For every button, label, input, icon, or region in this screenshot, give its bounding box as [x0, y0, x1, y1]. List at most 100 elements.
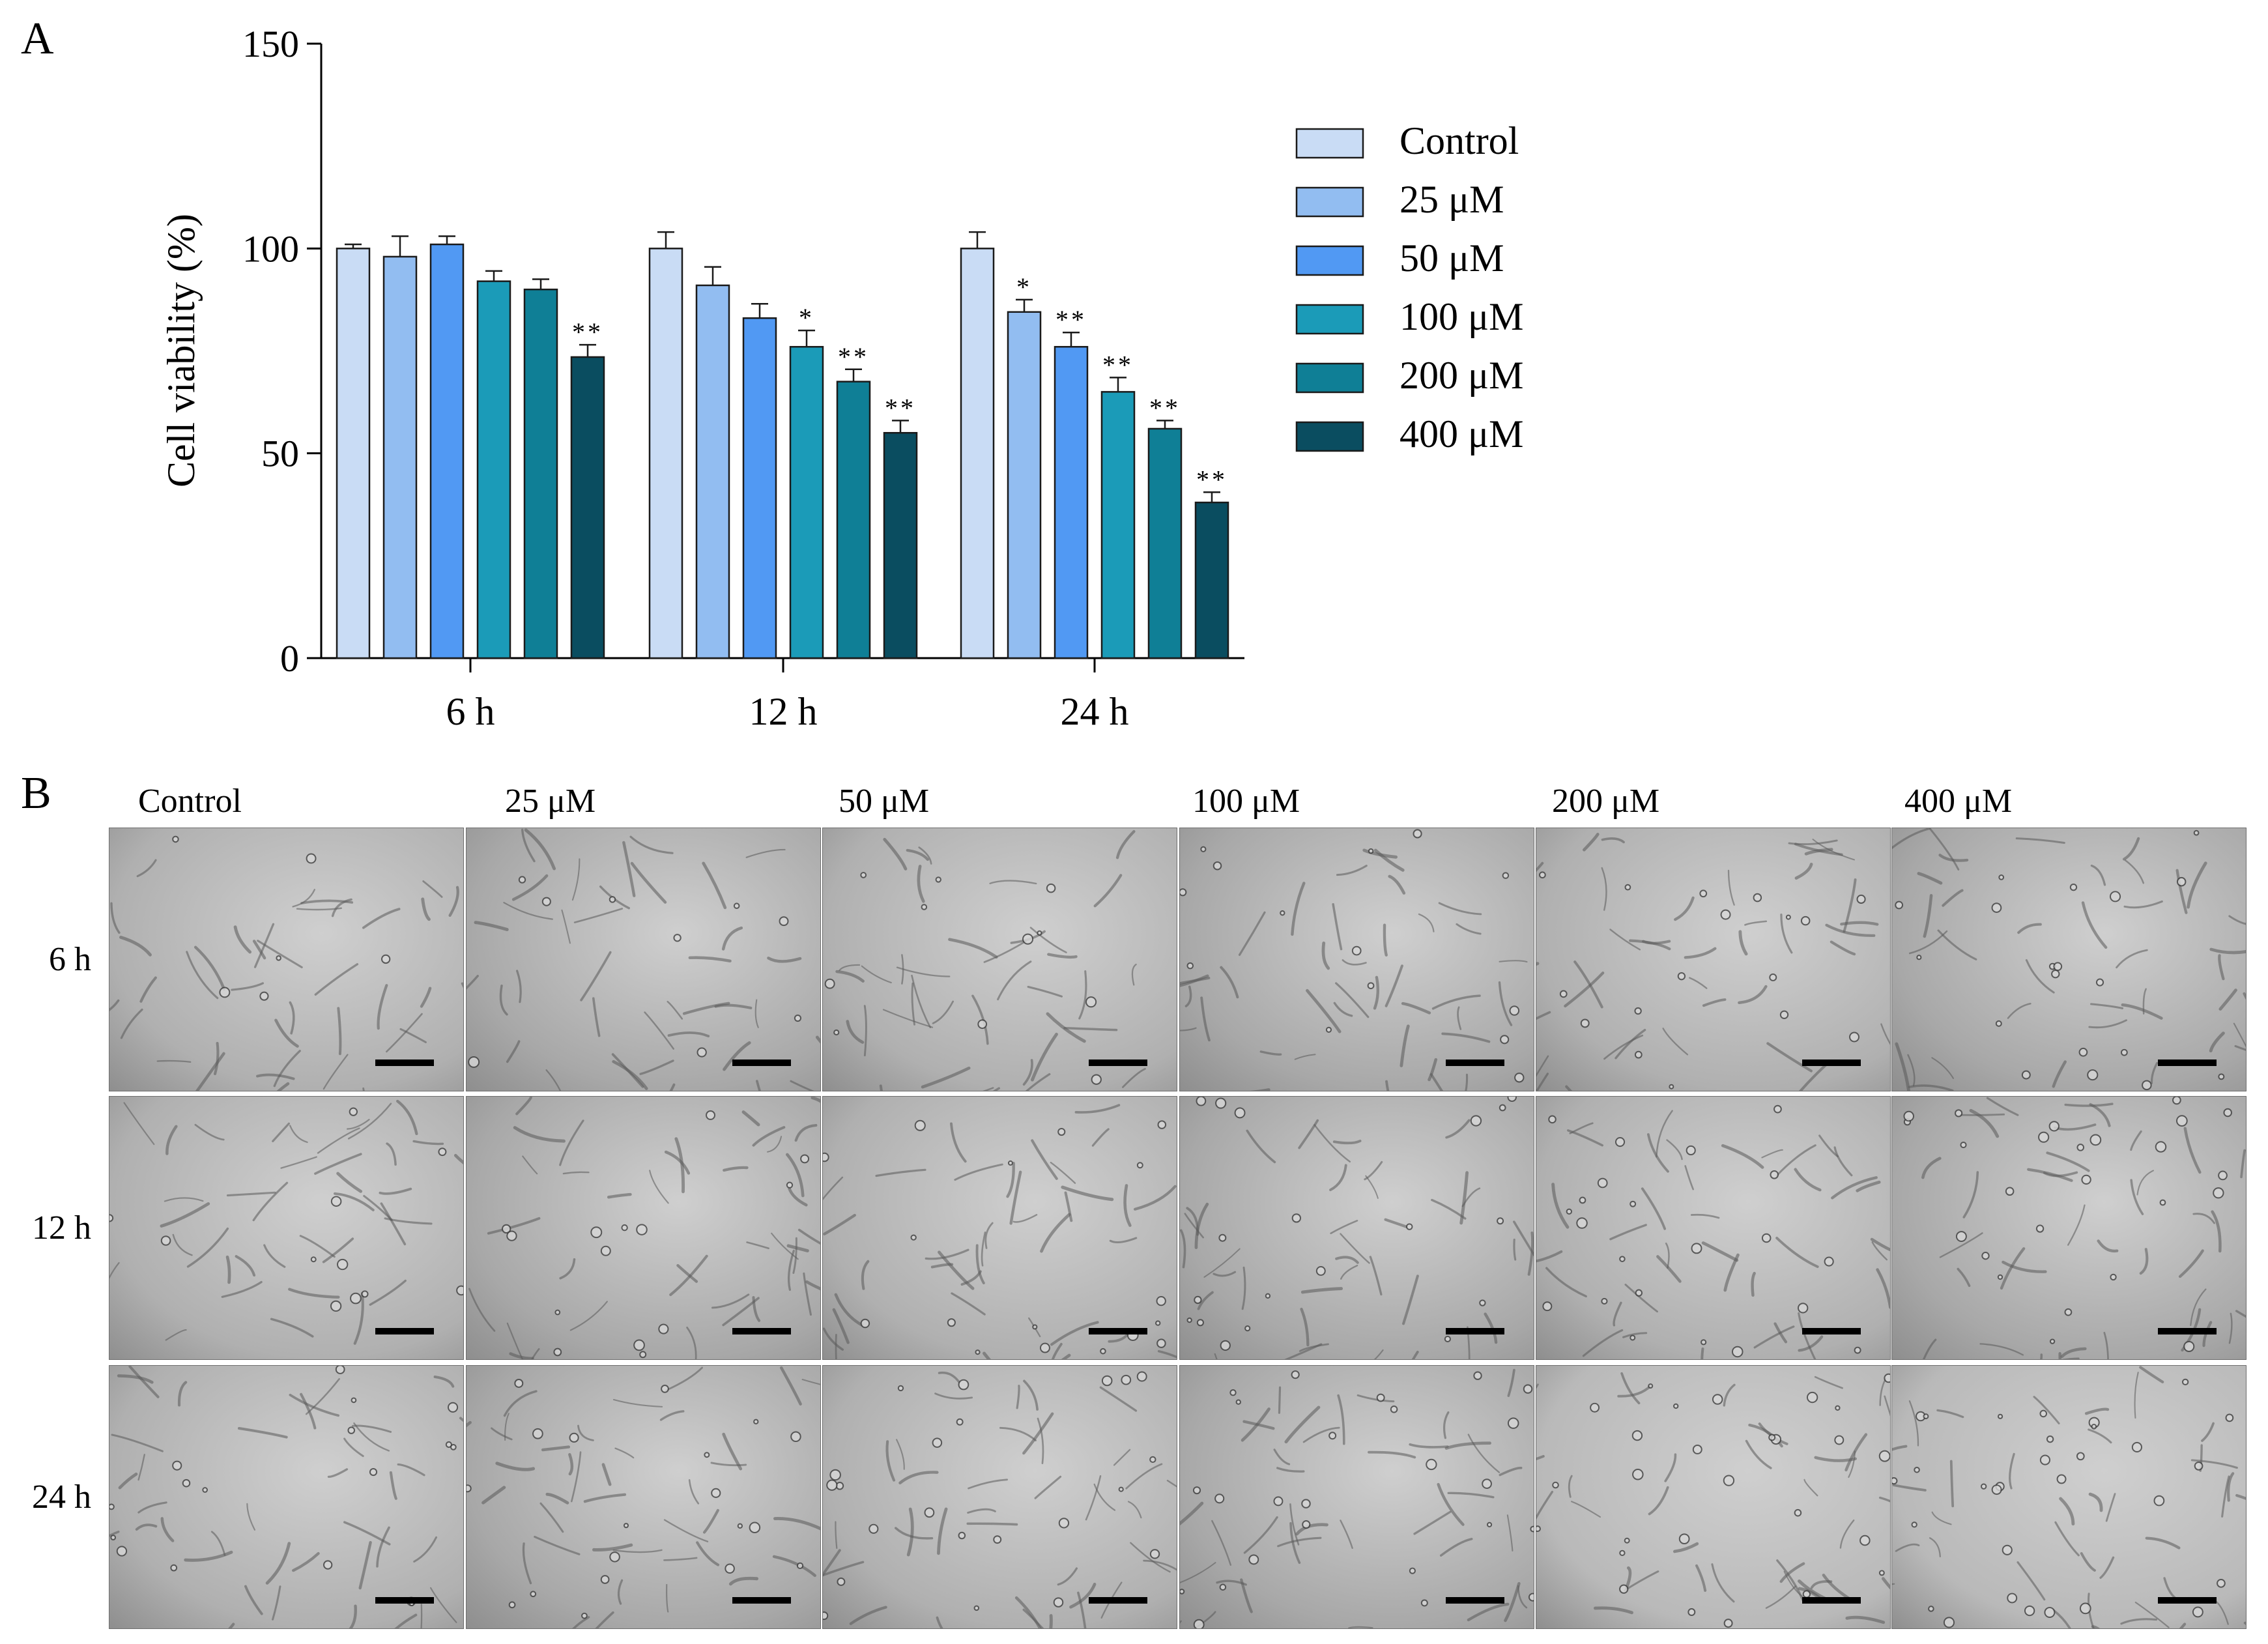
rounded-cell	[621, 1224, 628, 1232]
rounded-cell	[1960, 1141, 1967, 1149]
micrograph-image	[466, 1365, 821, 1629]
rounded-cell	[2079, 1602, 2091, 1615]
rounded-cell	[1470, 1115, 1482, 1127]
cell-shape	[195, 1052, 225, 1091]
rounded-cell	[2039, 1454, 2051, 1465]
cell-shape	[2088, 1593, 2095, 1628]
cell-shape	[244, 1585, 263, 1615]
cell-shape	[288, 1288, 340, 1299]
cell-shape	[226, 1191, 276, 1197]
rounded-cell	[1273, 1496, 1284, 1507]
cell-shape	[396, 1099, 418, 1136]
rounded-cell	[1186, 962, 1194, 970]
micrograph-column-label: 200 μM	[1552, 783, 1660, 820]
bar	[382, 255, 418, 659]
cell-shape	[2124, 859, 2145, 884]
cell-shape	[966, 1522, 1018, 1526]
cell-shape	[231, 982, 265, 991]
cell-shape	[2088, 1428, 2112, 1444]
rounded-cell	[1678, 1533, 1690, 1545]
cell-shape	[917, 865, 925, 903]
cell-shape	[1780, 914, 1793, 954]
cell-shape	[504, 1413, 510, 1441]
micrograph-image	[1536, 828, 1891, 1091]
cell-shape	[2134, 1602, 2170, 1628]
micrograph-row-label: 24 h	[32, 1478, 91, 1516]
rounded-cell	[829, 1469, 841, 1481]
rounded-cell	[2142, 1080, 2152, 1091]
cell-shape	[2150, 1061, 2159, 1084]
cell-shape	[1656, 1255, 1682, 1283]
rounded-cell	[958, 1379, 969, 1391]
rounded-cell	[438, 1147, 447, 1157]
cell-shape	[601, 1463, 612, 1486]
rounded-cell	[1136, 1162, 1143, 1169]
cell-shape	[1701, 1241, 1739, 1262]
cell-shape	[811, 1097, 820, 1103]
cell-shape	[2009, 1452, 2015, 1490]
rounded-cell	[116, 1546, 128, 1557]
cell-shape	[314, 963, 359, 996]
cell-shape	[1418, 913, 1435, 932]
cell-shape	[1571, 1501, 1601, 1518]
cell-shape	[1099, 1386, 1138, 1412]
rounded-cell	[2110, 1273, 2117, 1281]
cell-shape	[327, 1468, 349, 1478]
rounded-cell	[1218, 1233, 1227, 1242]
scale-bar	[2158, 1328, 2217, 1334]
cell-shape	[1336, 865, 1368, 876]
rounded-cell	[276, 955, 281, 961]
cell-shape	[1049, 1614, 1053, 1628]
cell-shape	[1401, 1002, 1431, 1015]
rounded-cell	[1367, 982, 1375, 990]
cell-shape	[1895, 1543, 1920, 1552]
cell-shape	[1622, 1332, 1648, 1338]
cell-shape	[296, 907, 343, 911]
rounded-cell	[921, 904, 928, 910]
cell-shape	[756, 1080, 761, 1091]
cell-shape	[696, 1541, 720, 1566]
cell-shape	[573, 908, 624, 923]
cell-shape	[702, 861, 727, 910]
cell-shape	[358, 1540, 372, 1590]
cell-shape	[1180, 1501, 1204, 1525]
cell-shape	[1243, 1516, 1278, 1554]
cell-shape	[1093, 1483, 1116, 1511]
cell-shape	[676, 1263, 698, 1283]
cell-shape	[823, 1561, 865, 1577]
rounded-cell	[2024, 1605, 2035, 1617]
cell-shape	[1880, 1023, 1890, 1045]
cell-shape	[117, 1374, 154, 1384]
rounded-cell	[1325, 1026, 1332, 1033]
micrograph-image	[822, 828, 1177, 1091]
bar	[1147, 427, 1183, 659]
scale-bar	[1446, 1328, 1504, 1334]
rounded-cell	[1552, 1481, 1559, 1489]
cell-shape	[1025, 1073, 1051, 1091]
cell-shape	[1273, 1449, 1291, 1465]
scale-bar	[732, 1060, 791, 1066]
rounded-cell	[351, 1397, 357, 1404]
cell-shape	[1194, 1202, 1209, 1249]
cell-shape	[1536, 1454, 1545, 1461]
bar	[1054, 345, 1089, 659]
rounded-cell	[1420, 1599, 1428, 1607]
cell-shape	[834, 1293, 864, 1327]
cell-shape	[2017, 923, 2042, 934]
rounded-cell	[2153, 1495, 2165, 1507]
cell-shape	[918, 846, 932, 865]
cell-shape	[160, 1517, 175, 1542]
cell-shape	[1939, 1232, 1983, 1258]
cell-shape	[1368, 1450, 1416, 1459]
cell-shape	[911, 982, 915, 1026]
rounded-cell	[1923, 1413, 1929, 1420]
cell-shape	[1447, 1492, 1495, 1499]
cell-shape	[1551, 1183, 1570, 1229]
cell-shape	[1291, 882, 1306, 936]
cell-shape	[954, 1163, 1003, 1181]
cell-shape	[787, 1249, 795, 1291]
cell-shape	[111, 1434, 164, 1452]
rounded-cell	[1156, 1295, 1166, 1306]
rounded-cell	[1220, 1340, 1231, 1351]
cell-shape	[2060, 1347, 2087, 1359]
